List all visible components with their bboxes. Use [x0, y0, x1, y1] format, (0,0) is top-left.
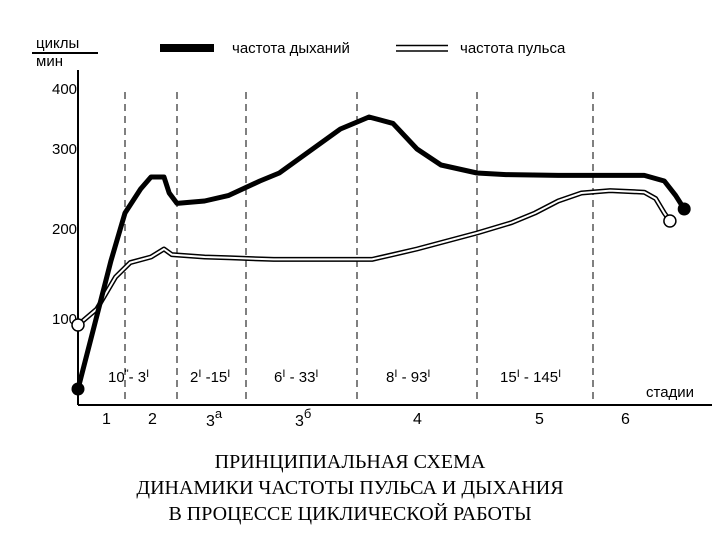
- stage-label-6: 6: [621, 411, 630, 428]
- legend: частота дыханий частота пульса: [160, 40, 566, 57]
- pulse-end-point: [663, 214, 677, 228]
- pulse-start-point: [71, 318, 85, 332]
- caption-line-2: ДИНАМИКИ ЧАСТОТЫ ПУЛЬСА И ДЫХАНИЯ: [136, 477, 563, 499]
- stage-duration-2: 10"- 3I: [108, 368, 149, 386]
- stage-label-3b: 3б: [295, 406, 311, 430]
- y-tick-200: 200: [52, 221, 77, 238]
- y-tick-400: 400: [52, 81, 77, 98]
- legend-label-pulse: частота пульса: [460, 40, 566, 57]
- legend-label-breathing: частота дыханий: [232, 40, 350, 57]
- breathing-start-point: [71, 382, 85, 396]
- y-axis-label-top: циклы: [36, 35, 79, 52]
- stage-label-1: 1: [102, 411, 111, 428]
- stage-duration-3a: 2I -15I: [190, 368, 230, 386]
- pulse-line-core: [77, 189, 671, 326]
- pulse-line-outline: [75, 188, 673, 328]
- stage-dividers: [124, 92, 594, 405]
- stage-duration-4: 8I - 93I: [386, 368, 430, 386]
- stage-label-2: 2: [148, 411, 157, 428]
- caption-line-1: ПРИНЦИПИАЛЬНАЯ СХЕМА: [215, 451, 486, 473]
- stage-label-3a: 3а: [206, 406, 223, 430]
- stage-duration-3b: 6I - 33I: [274, 368, 318, 386]
- series-layer: [71, 114, 691, 396]
- stage-duration-5: 15I - 145I: [500, 368, 561, 386]
- breathing-line: [75, 114, 687, 392]
- caption-line-3: В ПРОЦЕССЕ ЦИКЛИЧЕСКОЙ РАБОТЫ: [168, 502, 531, 525]
- y-axis-label-bottom: мин: [36, 53, 63, 70]
- y-tick-300: 300: [52, 141, 77, 158]
- stage-label-4: 4: [413, 411, 422, 428]
- legend-swatch-breathing: [160, 44, 214, 52]
- x-axis-label: стадии: [646, 384, 694, 401]
- stage-label-5: 5: [535, 411, 544, 428]
- breathing-end-point: [677, 202, 691, 216]
- y-tick-100: 100: [52, 311, 77, 328]
